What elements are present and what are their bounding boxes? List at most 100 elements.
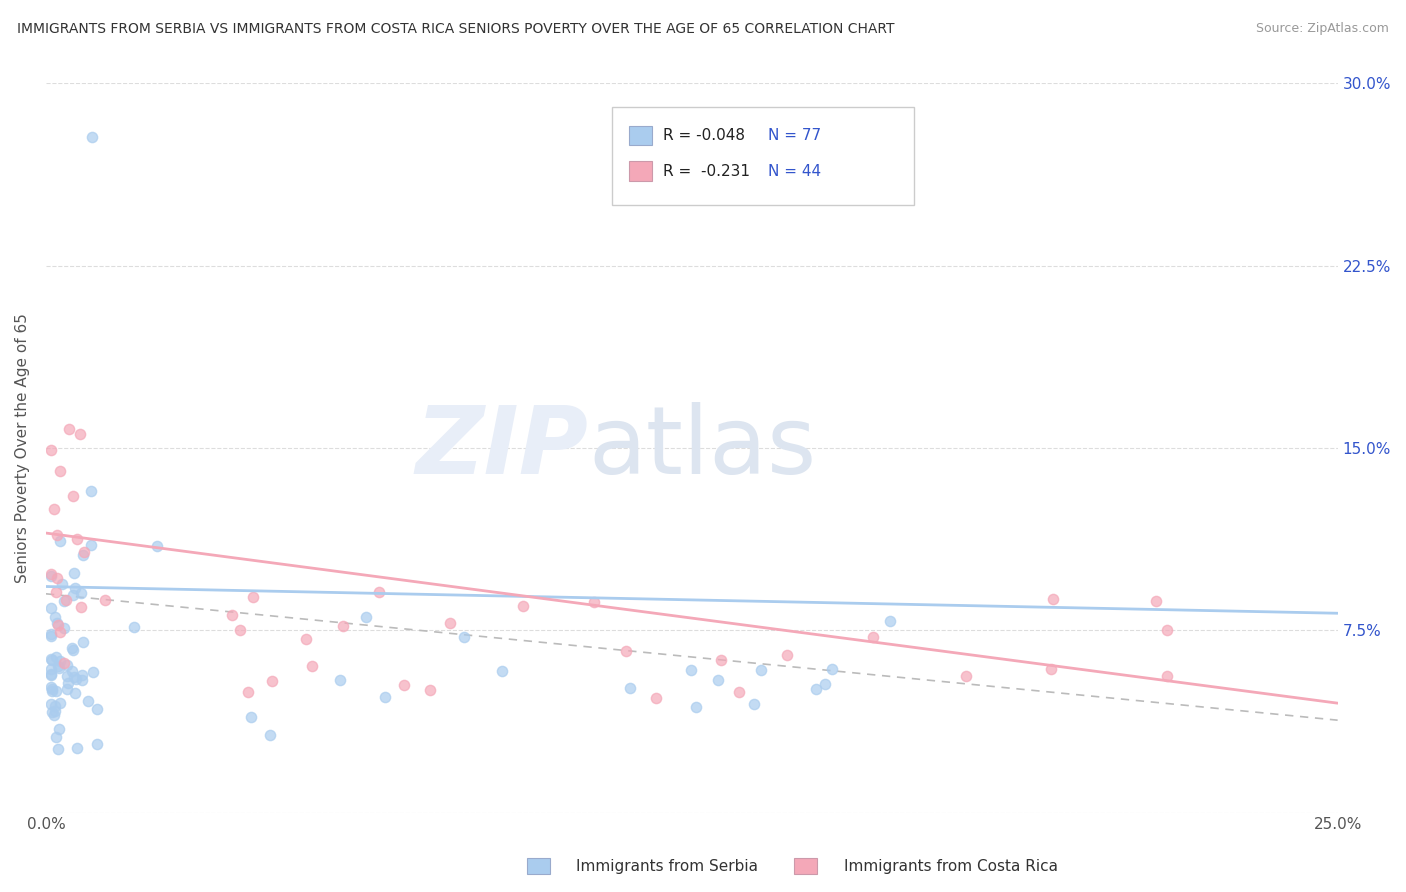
Text: atlas: atlas xyxy=(589,402,817,494)
Point xyxy=(374,690,396,704)
Point xyxy=(69,600,91,615)
Point xyxy=(39,662,62,676)
Point xyxy=(744,697,766,711)
Point xyxy=(329,673,352,687)
Point xyxy=(39,568,62,582)
Point xyxy=(1156,669,1178,683)
Point xyxy=(49,533,72,548)
Point xyxy=(48,722,70,736)
Point xyxy=(146,539,169,553)
Point xyxy=(49,654,72,668)
Text: IMMIGRANTS FROM SERBIA VS IMMIGRANTS FROM COSTA RICA SENIORS POVERTY OVER THE AG: IMMIGRANTS FROM SERBIA VS IMMIGRANTS FRO… xyxy=(17,22,894,37)
Text: Immigrants from Costa Rica: Immigrants from Costa Rica xyxy=(844,859,1057,873)
Point xyxy=(862,630,884,644)
Point xyxy=(1040,662,1063,676)
Point xyxy=(710,653,733,667)
Point xyxy=(63,670,86,684)
Point xyxy=(51,577,73,591)
Point xyxy=(614,643,637,657)
Point xyxy=(63,582,86,596)
Point xyxy=(619,681,641,695)
Point xyxy=(419,682,441,697)
Point xyxy=(70,586,93,600)
Point xyxy=(44,698,66,713)
Point xyxy=(53,657,76,671)
Point xyxy=(439,615,461,630)
Point xyxy=(56,681,79,696)
Point xyxy=(62,588,84,602)
Point xyxy=(72,668,94,682)
Point xyxy=(72,635,94,649)
Point xyxy=(49,696,72,710)
Text: N = 44: N = 44 xyxy=(768,164,821,178)
Point xyxy=(73,545,96,559)
Text: Immigrants from Serbia: Immigrants from Serbia xyxy=(576,859,758,873)
Point xyxy=(39,443,62,458)
Text: ZIP: ZIP xyxy=(416,402,589,494)
Point xyxy=(46,658,69,673)
Point xyxy=(39,629,62,643)
Point xyxy=(727,685,749,699)
Point xyxy=(367,585,389,599)
Point xyxy=(751,663,773,677)
Text: R = -0.048: R = -0.048 xyxy=(662,128,745,143)
Text: Source: ZipAtlas.com: Source: ZipAtlas.com xyxy=(1256,22,1389,36)
Point xyxy=(236,685,259,699)
Point xyxy=(259,728,281,742)
Point xyxy=(879,615,901,629)
Point xyxy=(52,621,75,635)
Point xyxy=(776,648,799,663)
Point xyxy=(48,661,70,675)
Point xyxy=(707,673,730,687)
Point xyxy=(58,422,80,436)
Point xyxy=(56,676,79,690)
Point xyxy=(262,673,284,688)
Point xyxy=(65,672,87,686)
Point xyxy=(221,607,243,622)
Point xyxy=(813,677,835,691)
Point xyxy=(65,686,87,700)
Text: R =  -0.231: R = -0.231 xyxy=(662,164,749,178)
Point xyxy=(94,592,117,607)
Point xyxy=(45,527,67,541)
Point xyxy=(45,584,67,599)
Point xyxy=(1042,591,1064,606)
Point xyxy=(821,662,844,676)
Point xyxy=(49,465,72,479)
Text: N = 77: N = 77 xyxy=(768,128,821,143)
Point xyxy=(1156,624,1178,638)
Point xyxy=(955,668,977,682)
Point xyxy=(82,665,104,680)
Point xyxy=(301,658,323,673)
Point xyxy=(49,625,72,640)
Point xyxy=(46,742,69,756)
Point xyxy=(86,702,108,716)
Point xyxy=(39,697,62,711)
Point xyxy=(45,684,67,698)
Point xyxy=(45,650,67,665)
Point xyxy=(681,663,703,677)
Point xyxy=(55,592,77,607)
Point xyxy=(66,533,89,547)
Point xyxy=(39,566,62,581)
Point xyxy=(60,640,83,655)
Point xyxy=(76,694,98,708)
Point xyxy=(69,426,91,441)
Point xyxy=(41,684,63,698)
Point xyxy=(39,668,62,682)
Point xyxy=(41,682,63,697)
Point xyxy=(70,673,93,687)
Point xyxy=(295,632,318,646)
Point xyxy=(56,658,79,673)
Point xyxy=(80,483,103,498)
Point xyxy=(453,630,475,644)
Point xyxy=(240,709,263,723)
Point xyxy=(82,129,104,144)
Point xyxy=(804,681,827,696)
Point xyxy=(242,591,264,605)
Point xyxy=(66,741,89,756)
Point xyxy=(60,664,83,678)
Point xyxy=(583,595,606,609)
Point xyxy=(63,566,86,580)
Point xyxy=(332,619,354,633)
